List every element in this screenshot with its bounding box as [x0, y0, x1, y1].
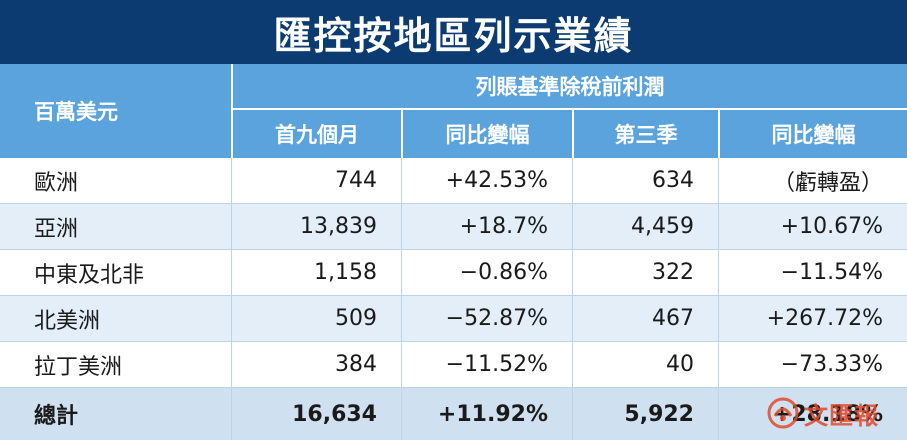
table-header: 百萬美元 列賬基準除稅前利潤 首九個月 同比變幅 第三季 同比變幅 — [0, 64, 907, 158]
table-row: 亞洲 13,839 +18.7% 4,459 +10.67% — [0, 204, 907, 250]
nine-months-cell: 1,158 — [231, 250, 401, 295]
q3-cell: 4,459 — [572, 204, 718, 249]
nine-months-yoy-cell: −0.86% — [401, 250, 572, 295]
q3-yoy-cell: −73.33% — [718, 342, 907, 387]
region-cell: 亞洲 — [34, 216, 79, 242]
nine-months-yoy-cell: −52.87% — [401, 296, 572, 341]
column-header-nine-months-yoy: 同比變幅 — [401, 110, 572, 158]
nine-months-cell: 384 — [231, 342, 401, 387]
column-header-nine-months: 首九個月 — [231, 110, 401, 158]
unit-header: 百萬美元 — [34, 100, 118, 124]
total-nine-months-yoy-cell: +11.92% — [401, 388, 572, 440]
nine-months-yoy-cell: −11.52% — [401, 342, 572, 387]
total-q3-cell: 5,922 — [572, 388, 718, 440]
total-q3-yoy-cell: +28.18% — [718, 388, 907, 440]
q3-yoy-cell: +10.67% — [718, 204, 907, 249]
q3-yoy-cell: −11.54% — [718, 250, 907, 295]
nine-months-cell: 744 — [231, 158, 401, 203]
q3-yoy-cell: （虧轉盈） — [718, 158, 907, 203]
table-title: 匯控按地區列示業績 — [0, 0, 907, 64]
q3-yoy-cell: +267.72% — [718, 296, 907, 341]
q3-cell: 322 — [572, 250, 718, 295]
table-row: 歐洲 744 +42.53% 634 （虧轉盈） — [0, 158, 907, 204]
nine-months-cell: 13,839 — [231, 204, 401, 249]
table-row: 中東及北非 1,158 −0.86% 322 −11.54% — [0, 250, 907, 296]
q3-cell: 467 — [572, 296, 718, 341]
region-cell: 北美洲 — [34, 308, 101, 334]
region-cell: 拉丁美洲 — [34, 354, 123, 380]
q3-cell: 634 — [572, 158, 718, 203]
table-row: 北美洲 509 −52.87% 467 +267.72% — [0, 296, 907, 342]
total-label: 總計 — [34, 404, 79, 429]
nine-months-yoy-cell: +42.53% — [401, 158, 572, 203]
q3-cell: 40 — [572, 342, 718, 387]
group-header: 列賬基準除稅前利潤 — [231, 64, 907, 110]
region-cell: 歐洲 — [34, 170, 79, 196]
table-row: 拉丁美洲 384 −11.52% 40 −73.33% — [0, 342, 907, 388]
column-header-q3-yoy: 同比變幅 — [718, 110, 907, 158]
region-cell: 中東及北非 — [34, 262, 145, 288]
total-row: 總計 16,634 +11.92% 5,922 +28.18% — [0, 388, 907, 440]
nine-months-cell: 509 — [231, 296, 401, 341]
nine-months-yoy-cell: +18.7% — [401, 204, 572, 249]
total-nine-months-cell: 16,634 — [231, 388, 401, 440]
column-header-q3: 第三季 — [572, 110, 718, 158]
